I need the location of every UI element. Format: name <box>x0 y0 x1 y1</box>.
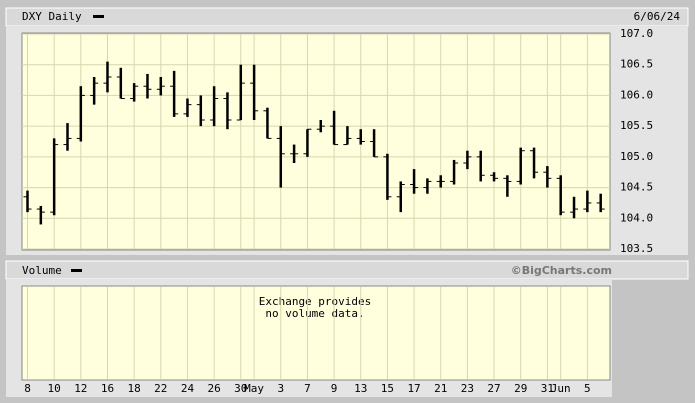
x-tick-label: 26 <box>207 382 220 395</box>
y-tick-label: 107.0 <box>620 27 653 40</box>
x-tick-label: Jun <box>551 382 571 395</box>
chart-title: DXY Daily <box>22 10 82 23</box>
x-tick-label: May <box>244 382 264 395</box>
legend-swatch <box>93 15 104 18</box>
x-tick-label: 9 <box>331 382 338 395</box>
x-tick-label: 12 <box>74 382 87 395</box>
volume-title: Volume <box>22 264 62 277</box>
x-tick-label: 7 <box>304 382 311 395</box>
y-tick-label: 103.5 <box>620 242 653 255</box>
y-tick-label: 104.5 <box>620 181 653 194</box>
x-tick-label: 23 <box>461 382 474 395</box>
volume-plot <box>21 285 611 381</box>
x-tick-label: 17 <box>407 382 420 395</box>
x-tick-label: 3 <box>277 382 284 395</box>
x-tick-label: 18 <box>128 382 141 395</box>
x-tick-label: 31 <box>541 382 554 395</box>
x-tick-label: 15 <box>381 382 394 395</box>
x-tick-label: 16 <box>101 382 114 395</box>
chart-date: 6/06/24 <box>634 10 681 23</box>
x-tick-label: 22 <box>154 382 167 395</box>
volume-header <box>5 260 689 280</box>
x-tick-label: 8 <box>24 382 31 395</box>
annotation: Exchange provides <box>259 295 372 308</box>
x-tick-label: 5 <box>584 382 591 395</box>
x-tick-label: 13 <box>354 382 367 395</box>
x-tick-label: 30 <box>234 382 247 395</box>
x-tick-label: 21 <box>434 382 447 395</box>
header-bar <box>5 7 689 27</box>
legend-swatch <box>71 269 82 272</box>
x-tick-label: 27 <box>487 382 500 395</box>
y-tick-label: 106.5 <box>620 58 653 71</box>
y-tick-label: 105.0 <box>620 150 653 163</box>
y-tick-label: 106.0 <box>620 88 653 101</box>
y-tick-label: 105.5 <box>620 119 653 132</box>
y-tick-label: 104.0 <box>620 211 653 224</box>
source: ©BigCharts.com <box>511 264 612 277</box>
x-tick-label: 24 <box>181 382 195 395</box>
x-tick-label: 29 <box>514 382 527 395</box>
x-tick-label: 10 <box>48 382 61 395</box>
annotation: no volume data. <box>265 307 364 320</box>
price-plot <box>21 32 611 251</box>
